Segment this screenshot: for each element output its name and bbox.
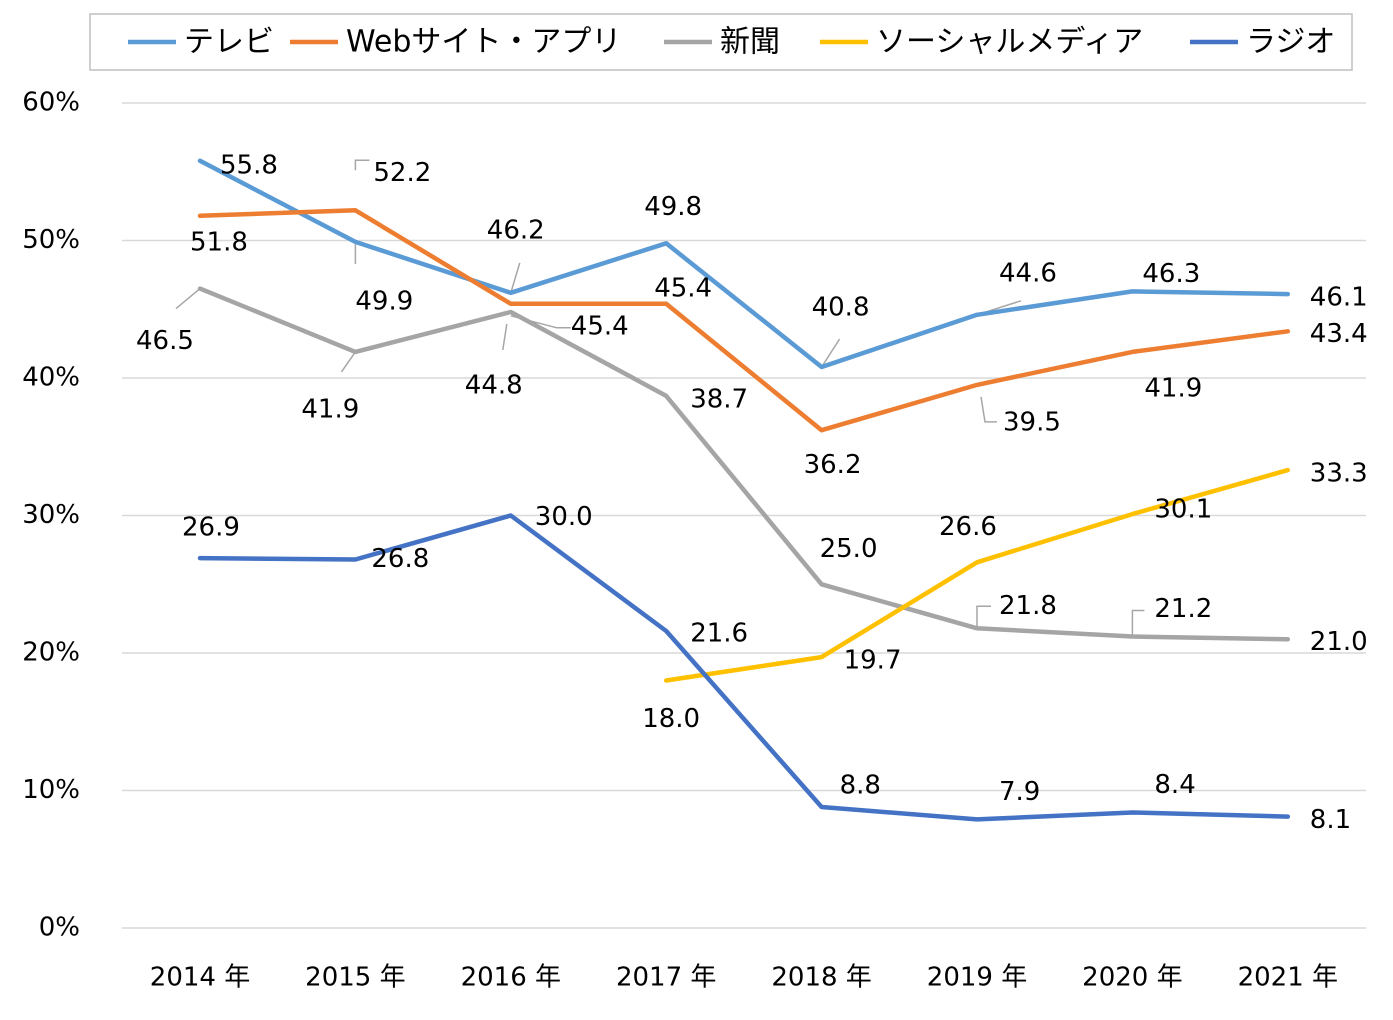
x-tick-label: 2021 年 [1238, 963, 1338, 993]
y-tick-label: 40% [22, 363, 80, 393]
data-label: 7.9 [999, 777, 1040, 807]
data-label: 33.3 [1310, 459, 1368, 489]
legend-label: 新聞 [720, 25, 780, 60]
data-label: 30.0 [535, 502, 593, 532]
leader-line [976, 605, 991, 629]
data-label: 45.4 [654, 273, 712, 303]
series-line [197, 513, 1291, 822]
data-label: 21.0 [1310, 627, 1368, 657]
data-label: 38.7 [690, 384, 748, 414]
data-label: 21.2 [1154, 594, 1212, 624]
data-label: 19.7 [844, 646, 902, 676]
y-tick-label: 50% [22, 225, 80, 255]
leader-line [502, 323, 508, 351]
series-lines [197, 158, 1291, 822]
x-tick-label: 2019 年 [927, 963, 1027, 993]
data-label: 55.8 [220, 150, 278, 180]
legend-item: 新聞 [664, 25, 780, 60]
data-label: 26.8 [371, 544, 429, 574]
x-tick-label: 2015 年 [305, 963, 405, 993]
data-label: 25.0 [820, 534, 878, 564]
y-tick-label: 10% [22, 775, 80, 805]
series-line [197, 158, 1291, 370]
data-label: 36.2 [804, 450, 862, 480]
data-label: 26.9 [182, 513, 240, 543]
data-label: 8.8 [840, 771, 881, 801]
series-line [197, 208, 1291, 433]
leader-line [1131, 609, 1145, 637]
y-axis: 0% 10% 20% 30% 40% 50% 60% [22, 88, 80, 943]
leader-line [980, 396, 997, 423]
leader-line [340, 351, 357, 373]
data-label: 41.9 [1144, 373, 1202, 403]
data-label: 45.4 [571, 311, 629, 341]
data-labels: 55.8 49.9 46.2 49.8 40.8 44.6 46.3 46.1 51.8 52.2… [136, 150, 1368, 835]
x-tick-label: 2014 年 [150, 963, 250, 993]
legend-label: ソーシャルメディア [876, 25, 1143, 60]
y-tick-label: 0% [39, 913, 80, 943]
data-label: 8.4 [1154, 770, 1195, 800]
y-tick-label: 60% [22, 88, 80, 118]
data-label: 44.8 [465, 371, 523, 401]
data-label: 44.6 [999, 258, 1057, 288]
data-label: 52.2 [373, 158, 431, 188]
data-label: 21.8 [999, 591, 1057, 621]
leader-line [510, 262, 521, 294]
x-tick-label: 2017 年 [616, 963, 716, 993]
legend-item: テレビ [128, 25, 274, 60]
data-label: 18.0 [642, 704, 700, 734]
legend-label: Webサイト・アプリ [346, 25, 621, 60]
data-label: 21.6 [690, 619, 748, 649]
legend-item: ソーシャルメディア [820, 25, 1143, 60]
data-label: 40.8 [812, 293, 870, 323]
data-label: 49.8 [644, 192, 702, 222]
data-label: 46.1 [1310, 283, 1368, 313]
series-line [663, 467, 1291, 683]
legend-item: Webサイト・アプリ [290, 25, 621, 60]
gridlines [122, 102, 1366, 929]
leader-line [175, 288, 201, 310]
data-label: 30.1 [1154, 495, 1212, 525]
data-label: 46.3 [1142, 259, 1200, 289]
legend-label: ラジオ [1246, 25, 1335, 60]
data-label: 46.2 [487, 215, 545, 245]
x-tick-label: 2018 年 [771, 963, 871, 993]
x-tick-label: 2016 年 [461, 963, 561, 993]
data-label: 39.5 [1003, 407, 1061, 437]
data-label: 41.9 [301, 394, 359, 424]
y-tick-label: 20% [22, 638, 80, 668]
data-label: 49.9 [355, 286, 413, 316]
legend-item: ラジオ [1190, 25, 1335, 60]
legend: テレビ Webサイト・アプリ 新聞 ソーシャルメディア ラジオ [89, 13, 1353, 71]
data-label: 43.4 [1310, 319, 1368, 349]
data-label: 26.6 [939, 512, 997, 542]
x-tick-label: 2020 年 [1082, 963, 1182, 993]
x-axis: 2014 年 2015 年 2016 年 2017 年 2018 年 2019 年 2020… [150, 963, 1338, 993]
series-line [197, 286, 1291, 642]
leader-line [354, 159, 370, 171]
y-tick-label: 30% [22, 500, 80, 530]
legend-label: テレビ [184, 25, 274, 60]
data-label: 8.1 [1310, 805, 1351, 835]
data-label: 46.5 [136, 326, 194, 356]
leader-line [820, 338, 841, 368]
data-label: 51.8 [190, 227, 248, 257]
